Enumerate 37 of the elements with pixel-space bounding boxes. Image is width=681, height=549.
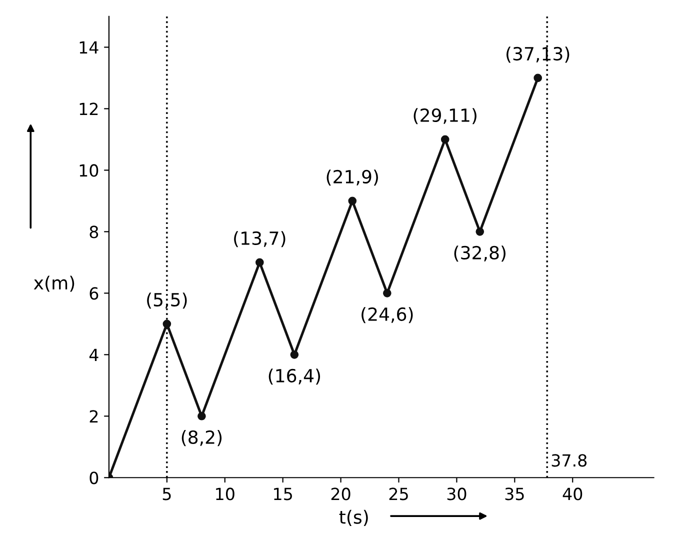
x-tick-label: 35: [505, 488, 524, 500]
point: [476, 228, 484, 236]
x-axis-title: t(s): [339, 510, 368, 526]
annotation: (21,9): [326, 170, 378, 186]
point: [534, 74, 542, 82]
point: [255, 258, 264, 267]
annotation: (16,4): [268, 368, 320, 385]
x-tick-label: 10: [216, 488, 234, 500]
annotation: (24,6): [362, 307, 413, 324]
point: [290, 350, 299, 359]
point: [162, 320, 172, 328]
y-tick-label: 14: [80, 41, 98, 54]
point: [348, 196, 357, 206]
annotation: (5,5): [147, 292, 187, 309]
y-tick-label: 4: [89, 348, 98, 361]
y-tick-label: 8: [90, 226, 98, 238]
annotation: (8,2): [182, 430, 222, 446]
ref-line-label: 37.8: [552, 454, 587, 467]
x-tick-label: 25: [389, 488, 408, 500]
annotation: (32,8): [454, 246, 506, 262]
annotation: (37,13): [506, 46, 570, 63]
x-tick-label: 20: [331, 488, 350, 500]
annotation: (13,7): [234, 231, 286, 248]
y-axis-title: x(m): [34, 276, 74, 292]
point: [440, 135, 450, 144]
point: [198, 412, 206, 420]
y-tick-label: 2: [90, 410, 98, 422]
x-tick-label: 15: [274, 488, 292, 500]
annotation: (29,11): [414, 108, 476, 124]
x-tick-label: 30: [447, 488, 466, 500]
x-tick-label: 5: [162, 488, 171, 500]
y-tick-label: 10: [80, 164, 98, 177]
point: [382, 289, 392, 298]
y-tick-label: 6: [90, 287, 98, 300]
y-tick-label: 0: [90, 472, 98, 484]
x-tick-label: 40: [562, 488, 582, 500]
y-tick-label: 12: [80, 102, 98, 116]
